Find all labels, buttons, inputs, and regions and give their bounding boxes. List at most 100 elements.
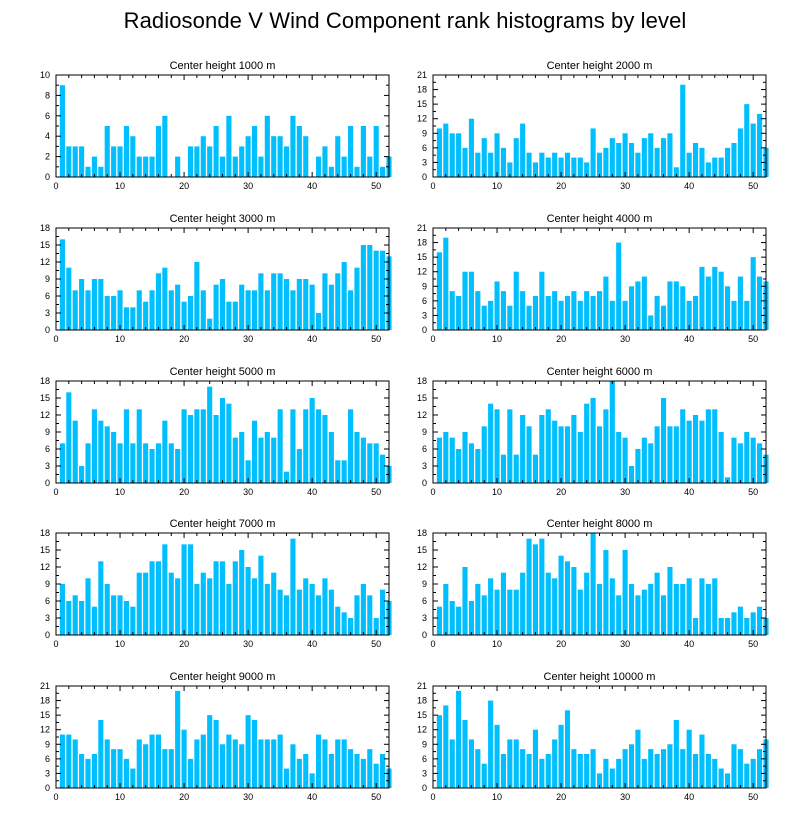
- bar: [552, 152, 558, 177]
- bar: [91, 606, 97, 635]
- x-tick-label: 0: [53, 334, 58, 344]
- bar: [91, 409, 97, 483]
- bar: [271, 136, 277, 177]
- bar: [85, 758, 91, 788]
- panel-8: Center height 8000 m 0 10 20 30 40 50 0 3 6 9 12 15 1…: [417, 518, 769, 649]
- bar: [373, 618, 379, 635]
- bar: [731, 612, 737, 635]
- bar: [380, 166, 386, 177]
- bar: [264, 115, 270, 177]
- bar: [226, 115, 232, 177]
- bar: [616, 432, 622, 483]
- bar: [296, 758, 302, 788]
- x-tick-label: 40: [307, 792, 317, 802]
- bar: [513, 589, 519, 635]
- bar: [552, 578, 558, 635]
- bar: [59, 239, 65, 330]
- bar: [219, 279, 226, 330]
- bar: [59, 584, 65, 635]
- bar: [341, 739, 347, 788]
- bar: [590, 296, 596, 330]
- x-tick-label: 50: [748, 792, 758, 802]
- bar: [654, 572, 660, 635]
- bar: [584, 162, 590, 177]
- bar: [213, 415, 219, 483]
- bar: [181, 729, 187, 788]
- bar: [744, 763, 750, 788]
- bar: [232, 301, 238, 330]
- bar: [628, 584, 635, 635]
- bar: [328, 284, 334, 330]
- y-tick-label: 3: [422, 768, 427, 778]
- bar: [628, 286, 635, 330]
- bar: [539, 152, 545, 177]
- y-tick-label: 18: [40, 696, 50, 706]
- bar: [175, 284, 181, 330]
- bar: [296, 279, 302, 330]
- bar: [155, 734, 162, 788]
- bar: [539, 758, 545, 788]
- x-tick-label: 20: [556, 181, 566, 191]
- bar: [79, 466, 85, 483]
- bar: [143, 572, 149, 635]
- bar: [373, 443, 379, 483]
- bar: [245, 136, 251, 177]
- bar: [59, 734, 65, 788]
- bar: [181, 544, 187, 635]
- x-tick-label: 50: [748, 639, 758, 649]
- bar: [564, 710, 571, 788]
- bar: [354, 267, 360, 330]
- bar: [590, 749, 596, 788]
- bar: [341, 612, 347, 635]
- bar: [322, 739, 328, 788]
- bar: [136, 409, 142, 483]
- x-tick-label: 40: [684, 334, 694, 344]
- y-tick-label: 15: [40, 393, 50, 403]
- bar: [111, 296, 117, 330]
- bar: [750, 257, 756, 330]
- y-tick-label: 18: [40, 528, 50, 538]
- bar: [277, 136, 283, 177]
- panel-2: Center height 2000 m 0 10 20 30 40 50 0 3 6 9 12 15 1…: [417, 60, 769, 191]
- bar: [98, 420, 104, 483]
- y-tick-label: 6: [45, 596, 50, 606]
- y-tick-label: 0: [422, 478, 427, 488]
- y-tick-label: 15: [417, 545, 427, 555]
- bar: [712, 578, 718, 635]
- bar: [155, 126, 162, 177]
- bar: [654, 296, 660, 330]
- bar: [436, 437, 442, 483]
- bar: [271, 437, 277, 483]
- bar: [117, 749, 123, 788]
- x-tick-label: 10: [492, 487, 502, 497]
- bar: [98, 561, 104, 635]
- x-tick-label: 30: [243, 487, 253, 497]
- panel-3: Center height 3000 m 0 10 20 30 40 50 0 3 6 9 12 15 1…: [40, 213, 392, 344]
- bar: [168, 443, 174, 483]
- bar: [564, 426, 571, 483]
- bar: [155, 561, 162, 635]
- bar: [648, 315, 654, 330]
- bar: [705, 584, 711, 635]
- bar: [443, 705, 449, 788]
- panel-title: Center height 3000 m: [170, 213, 276, 225]
- bar: [584, 754, 590, 788]
- bar: [367, 245, 373, 330]
- bar: [468, 601, 474, 635]
- bar: [526, 305, 532, 330]
- y-tick-label: 9: [422, 281, 427, 291]
- bar: [750, 123, 756, 177]
- y-tick-label: 6: [45, 444, 50, 454]
- bar: [699, 734, 705, 788]
- bar: [373, 763, 379, 788]
- bar: [660, 305, 667, 330]
- bar: [584, 572, 590, 635]
- bar: [744, 432, 750, 483]
- bar: [303, 409, 309, 483]
- bar: [699, 578, 705, 635]
- bar: [488, 403, 494, 483]
- bar: [680, 409, 686, 483]
- bar: [213, 284, 219, 330]
- bar: [635, 449, 641, 483]
- bar: [79, 146, 85, 177]
